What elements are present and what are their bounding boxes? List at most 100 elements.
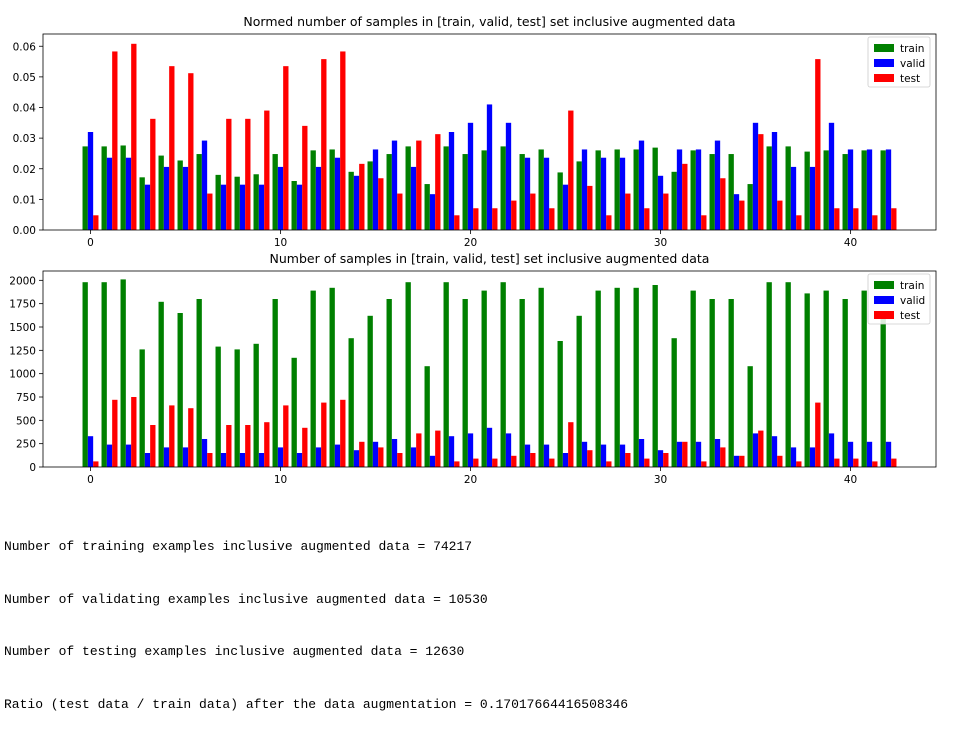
bar-valid-20 (467, 122, 474, 230)
bar-valid-0 (87, 436, 94, 467)
bar-valid-42 (885, 149, 892, 230)
bar-test-32 (701, 215, 707, 230)
bar-train-20 (462, 299, 468, 467)
bar-test-15 (378, 178, 384, 230)
bar-test-18 (435, 430, 441, 467)
bar-valid-28 (619, 444, 626, 467)
bar-valid-31 (676, 441, 683, 467)
bar-test-7 (226, 118, 232, 230)
bar-test-26 (587, 185, 593, 230)
bar-valid-10 (277, 447, 284, 467)
bar-train-29 (633, 287, 639, 467)
bar-valid-37 (790, 447, 797, 467)
bar-valid-5 (182, 166, 189, 230)
bar-valid-42 (885, 441, 892, 467)
bar-valid-14 (353, 450, 360, 467)
bar-test-3 (150, 425, 156, 467)
bar-train-32 (690, 150, 696, 230)
bar-test-38 (815, 59, 821, 230)
bar-valid-21 (486, 104, 493, 230)
bar-test-35 (758, 430, 764, 467)
bar-test-36 (777, 200, 783, 230)
bar-test-30 (663, 453, 669, 467)
bar-valid-27 (600, 444, 607, 467)
bar-test-26 (587, 450, 593, 467)
bar-valid-14 (353, 175, 360, 230)
bar-valid-22 (505, 433, 512, 467)
bar-test-4 (169, 405, 175, 467)
normed-samples-chart: Normed number of samples in [train, vali… (13, 14, 937, 249)
bar-valid-17 (410, 166, 417, 230)
bar-test-8 (245, 425, 251, 467)
bar-test-10 (283, 405, 289, 467)
bar-test-13 (340, 51, 346, 230)
bar-test-27 (606, 461, 612, 467)
x-tick-label: 30 (654, 237, 667, 249)
bar-test-15 (378, 447, 384, 467)
bar-test-0 (93, 461, 99, 467)
bar-train-7 (215, 174, 221, 230)
x-tick-label: 10 (274, 474, 287, 486)
bar-valid-33 (714, 140, 721, 230)
bar-valid-11 (296, 184, 303, 230)
bar-train-33 (709, 299, 715, 467)
y-tick-label: 0.00 (13, 225, 36, 237)
bar-train-3 (139, 349, 145, 467)
bar-valid-8 (239, 453, 246, 467)
bar-valid-15 (372, 441, 379, 467)
bar-valid-17 (410, 447, 417, 467)
charts-figure: Normed number of samples in [train, vali… (9, 14, 937, 486)
legend-label-test: test (900, 310, 920, 322)
bar-test-9 (264, 110, 270, 230)
bar-valid-1 (106, 444, 113, 467)
x-tick-label: 0 (87, 237, 94, 249)
bar-test-18 (435, 134, 441, 230)
legend-label-train: train (900, 43, 924, 55)
bar-train-23 (519, 299, 525, 467)
bar-valid-27 (600, 157, 607, 230)
bar-test-38 (815, 402, 821, 467)
bar-test-28 (625, 453, 631, 467)
bar-train-17 (405, 146, 411, 230)
bar-test-14 (359, 163, 365, 230)
bar-train-24 (538, 149, 544, 230)
bar-train-2 (120, 279, 126, 467)
bar-valid-35 (752, 122, 759, 230)
bar-train-21 (481, 150, 487, 230)
bar-valid-9 (258, 453, 265, 467)
bar-test-5 (188, 408, 194, 467)
bar-train-35 (747, 184, 753, 230)
bar-valid-4 (163, 447, 170, 467)
bar-valid-28 (619, 157, 626, 230)
bar-train-19 (443, 282, 449, 467)
bar-train-17 (405, 282, 411, 467)
bar-test-27 (606, 215, 612, 230)
y-tick-label: 0.02 (13, 164, 36, 176)
bar-test-22 (511, 455, 517, 467)
x-tick-label: 30 (654, 474, 667, 486)
bar-train-10 (272, 154, 278, 230)
bar-test-6 (207, 193, 213, 230)
bar-train-0 (82, 146, 88, 230)
bar-valid-34 (733, 194, 740, 230)
output-line-valid-count: Number of validating examples inclusive … (4, 591, 488, 607)
bar-train-9 (253, 174, 259, 230)
bar-train-4 (158, 301, 164, 467)
legend-swatch-train (874, 44, 894, 52)
bar-valid-10 (277, 166, 284, 230)
bar-test-33 (720, 178, 726, 230)
bar-test-24 (549, 458, 555, 467)
bar-test-17 (416, 140, 422, 230)
bar-valid-12 (315, 166, 322, 230)
bar-valid-23 (524, 157, 531, 230)
bar-test-7 (226, 425, 232, 467)
bar-train-40 (842, 299, 848, 467)
bar-test-11 (302, 125, 308, 230)
bar-train-2 (120, 145, 126, 230)
bar-train-31 (671, 171, 677, 230)
y-tick-label: 750 (16, 392, 36, 404)
bar-valid-1 (106, 157, 113, 230)
bar-train-7 (215, 346, 221, 467)
bar-train-14 (348, 171, 354, 230)
bar-train-26 (576, 315, 582, 467)
